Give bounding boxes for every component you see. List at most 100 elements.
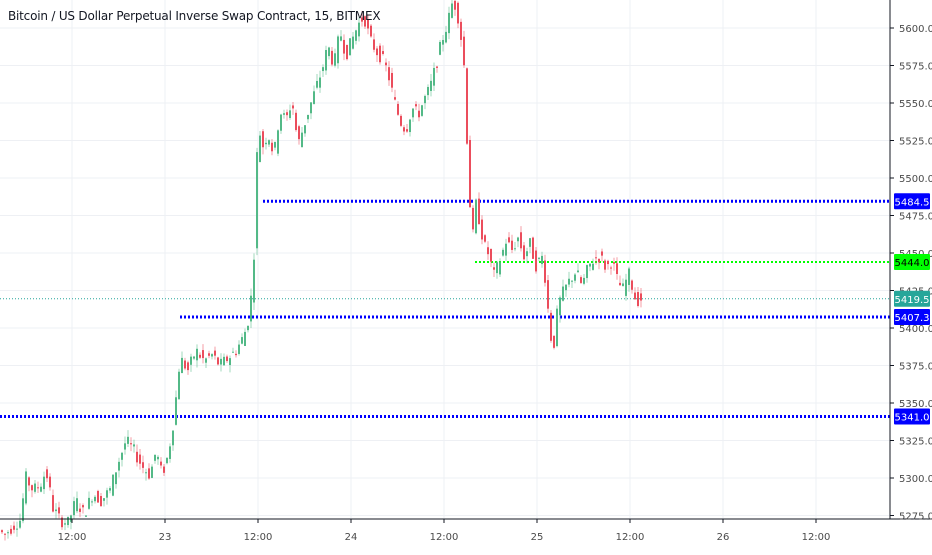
candles	[1, 0, 642, 541]
candle-body	[427, 86, 429, 96]
candle-body	[364, 16, 366, 27]
y-tick-label: 5400.0	[899, 324, 932, 335]
y-tick-label: 5300.0	[899, 474, 932, 485]
candle-body	[556, 308, 558, 347]
candle-body	[274, 142, 276, 148]
candle-body	[316, 80, 318, 88]
candle-body	[475, 199, 477, 234]
candle-body	[376, 48, 378, 56]
x-tick-label: 12:00	[244, 532, 273, 543]
candle-body	[64, 523, 66, 525]
candle-body	[304, 125, 306, 134]
candle-body	[169, 446, 171, 459]
level-label-bg	[894, 309, 930, 326]
x-tick-label: 23	[159, 532, 172, 543]
candle-body	[574, 274, 576, 281]
candle-body	[253, 259, 255, 303]
candle-body	[130, 443, 132, 445]
candle-body	[418, 110, 420, 118]
y-tick-label: 5550.0	[899, 99, 932, 110]
candle-body	[562, 286, 564, 301]
candle-body	[559, 297, 561, 316]
candle-body	[631, 280, 633, 290]
candle-body	[247, 325, 249, 331]
candle-body	[238, 344, 240, 354]
candle-body	[523, 245, 525, 260]
candle-body	[283, 113, 285, 115]
y-tick-label: 5275.0	[899, 512, 932, 523]
candle-body	[472, 207, 474, 230]
candle-body	[634, 292, 636, 300]
candle-body	[514, 248, 516, 250]
candle-body	[505, 243, 507, 256]
candle-body	[568, 278, 570, 285]
candle-body	[526, 251, 528, 257]
candle-body	[553, 335, 555, 348]
candle-body	[31, 485, 33, 491]
candle-body	[388, 67, 390, 81]
candle-body	[490, 249, 492, 262]
candle-body	[1, 530, 3, 533]
candle-body	[250, 295, 252, 322]
level-label: 5407.3	[895, 313, 930, 324]
candle-body	[202, 350, 204, 359]
candle-body	[28, 477, 30, 486]
level-label: 5444.0	[895, 258, 930, 269]
candle-body	[205, 358, 207, 363]
candle-body	[154, 454, 156, 461]
candle-body	[265, 142, 267, 145]
candle-body	[613, 262, 615, 264]
candle-body	[100, 496, 102, 507]
candle-body	[430, 80, 432, 91]
candle-body	[322, 67, 324, 72]
candle-body	[463, 36, 465, 66]
candle-body	[76, 498, 78, 512]
candle-body	[49, 476, 51, 488]
candle-body	[277, 130, 279, 154]
candle-body	[307, 114, 309, 120]
candle-body	[544, 260, 546, 283]
candle-body	[151, 466, 153, 478]
candle-body	[25, 471, 27, 504]
candle-body	[184, 360, 186, 369]
x-tick-label: 26	[717, 532, 730, 543]
candle-body	[484, 235, 486, 242]
candle-body	[160, 461, 162, 466]
candle-body	[163, 466, 165, 473]
candle-body	[400, 115, 402, 126]
time-axis[interactable]: 12:00 23 12:00 24 12:00 25 12:00 26 12:00	[58, 519, 831, 543]
candle-body	[88, 497, 90, 509]
candle-body	[259, 135, 261, 162]
candle-body	[127, 436, 129, 444]
candle-body	[121, 452, 123, 460]
candle-body	[208, 353, 210, 356]
candle-body	[61, 517, 63, 528]
candle-body	[115, 472, 117, 485]
candle-body	[577, 270, 579, 273]
x-tick-label: 12:00	[802, 532, 831, 543]
candle-body	[106, 490, 108, 498]
candle-body	[67, 516, 69, 526]
candle-body	[622, 283, 624, 287]
candle-body	[358, 22, 360, 37]
candle-body	[355, 30, 357, 41]
candle-body	[436, 66, 438, 68]
candle-body	[301, 132, 303, 148]
candle-body	[181, 357, 183, 374]
candle-body	[445, 31, 447, 43]
candle-body	[478, 198, 480, 225]
price-axis[interactable]: 5275.05300.05325.05350.05375.05400.05425…	[890, 24, 932, 523]
candle-body	[538, 257, 540, 259]
candle-body	[520, 232, 522, 249]
candle-body	[178, 371, 180, 400]
x-tick-label: 12:00	[58, 532, 87, 543]
candle-body	[394, 97, 396, 100]
candle-body	[37, 487, 39, 489]
candle-body	[235, 353, 237, 356]
level-label-bg	[894, 193, 930, 210]
candle-body	[4, 533, 6, 535]
candle-body	[580, 277, 582, 283]
candle-body	[91, 501, 93, 503]
